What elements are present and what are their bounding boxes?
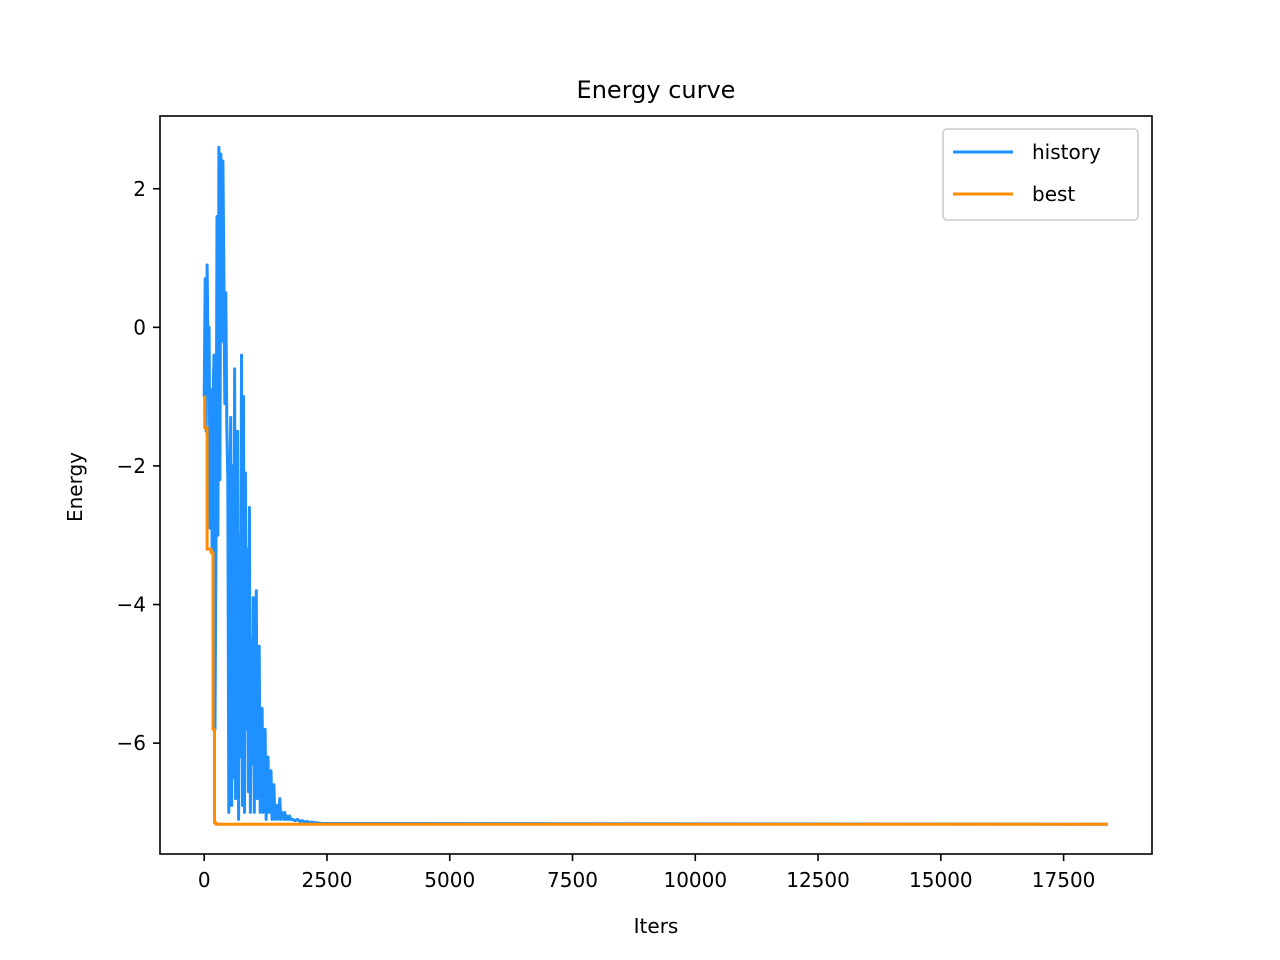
x-tick-label: 0 bbox=[198, 868, 211, 892]
x-axis-label: Iters bbox=[634, 914, 679, 938]
x-tick-label: 12500 bbox=[786, 868, 850, 892]
legend-label-history: history bbox=[1032, 140, 1101, 164]
x-tick-label: 15000 bbox=[909, 868, 973, 892]
y-axis-label: Energy bbox=[63, 452, 87, 522]
legend-label-best: best bbox=[1032, 182, 1075, 206]
x-tick-label: 17500 bbox=[1032, 868, 1096, 892]
axes-frame bbox=[159, 115, 1153, 855]
x-tick-label: 2500 bbox=[302, 868, 353, 892]
legend: history best bbox=[942, 128, 1139, 221]
y-tick-label: 2 bbox=[133, 177, 146, 201]
y-tick-label: −2 bbox=[117, 454, 146, 478]
y-tick-label: −6 bbox=[117, 731, 146, 755]
x-tick-label: 10000 bbox=[663, 868, 727, 892]
y-tick-label: −4 bbox=[117, 593, 146, 617]
chart-title: Energy curve bbox=[577, 76, 736, 104]
y-tick-label: 0 bbox=[133, 315, 146, 339]
x-axis: 0 2500 5000 7500 10000 12500 15000 17500 bbox=[198, 854, 1096, 892]
plot-area bbox=[159, 115, 1153, 855]
series-line-best bbox=[203, 395, 1108, 826]
x-tick-label: 7500 bbox=[547, 868, 598, 892]
series-line-history bbox=[202, 145, 1108, 826]
y-axis: −6 −4 −2 0 2 bbox=[117, 177, 160, 755]
x-tick-label: 5000 bbox=[424, 868, 475, 892]
